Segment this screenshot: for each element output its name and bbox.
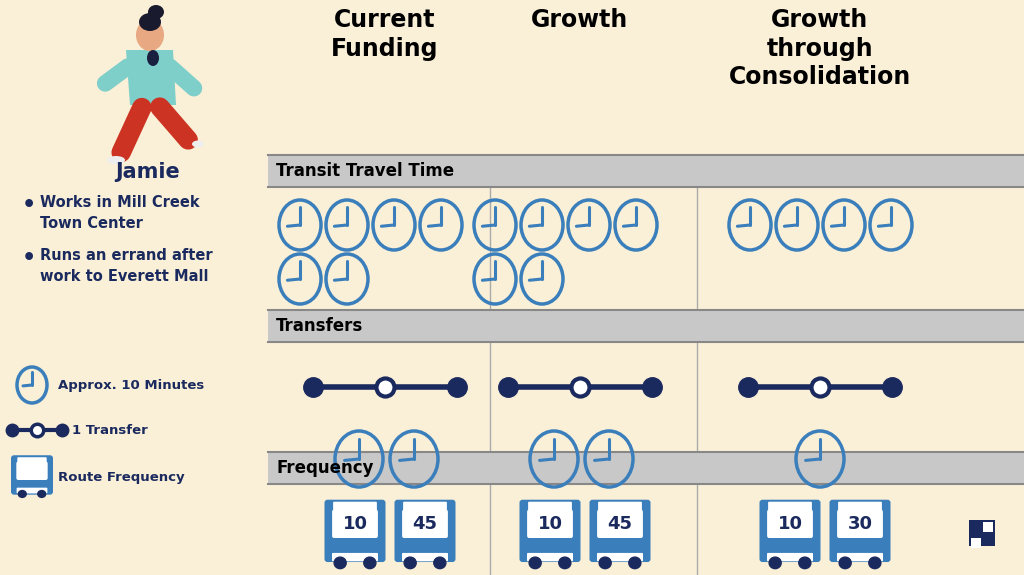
FancyBboxPatch shape	[838, 502, 882, 513]
Ellipse shape	[868, 557, 881, 569]
FancyBboxPatch shape	[519, 500, 581, 562]
Text: Growth
through
Consolidation: Growth through Consolidation	[729, 8, 911, 90]
Text: Transfers: Transfers	[276, 317, 364, 335]
FancyBboxPatch shape	[268, 452, 1024, 484]
Text: Works in Mill Creek
Town Center: Works in Mill Creek Town Center	[40, 195, 200, 231]
Ellipse shape	[148, 5, 164, 19]
FancyBboxPatch shape	[837, 553, 883, 561]
FancyBboxPatch shape	[829, 500, 891, 562]
FancyBboxPatch shape	[768, 502, 812, 513]
Ellipse shape	[334, 557, 346, 569]
FancyBboxPatch shape	[16, 488, 47, 493]
Ellipse shape	[147, 50, 159, 66]
FancyBboxPatch shape	[760, 500, 820, 562]
FancyBboxPatch shape	[16, 462, 48, 480]
Text: Runs an errand after
work to Everett Mall: Runs an errand after work to Everett Mal…	[40, 248, 213, 284]
FancyBboxPatch shape	[403, 502, 446, 513]
FancyArrowPatch shape	[160, 107, 188, 140]
Text: •: •	[22, 248, 36, 268]
Text: •: •	[22, 195, 36, 215]
Ellipse shape	[136, 19, 164, 51]
Text: 10: 10	[777, 515, 803, 533]
Ellipse shape	[139, 13, 161, 31]
FancyArrowPatch shape	[105, 67, 128, 83]
Text: 45: 45	[413, 515, 437, 533]
Ellipse shape	[559, 557, 571, 569]
FancyArrowPatch shape	[170, 67, 194, 88]
Ellipse shape	[599, 557, 611, 569]
Text: Frequency: Frequency	[276, 459, 374, 477]
Text: Current
Funding: Current Funding	[331, 8, 438, 61]
FancyBboxPatch shape	[332, 553, 378, 561]
Polygon shape	[126, 50, 176, 105]
FancyBboxPatch shape	[969, 520, 995, 546]
Text: Approx. 10 Minutes: Approx. 10 Minutes	[58, 378, 204, 392]
FancyBboxPatch shape	[597, 553, 643, 561]
FancyBboxPatch shape	[268, 310, 1024, 342]
FancyBboxPatch shape	[767, 509, 813, 538]
Text: Jamie: Jamie	[116, 162, 180, 182]
FancyBboxPatch shape	[597, 509, 643, 538]
FancyBboxPatch shape	[268, 155, 1024, 187]
FancyBboxPatch shape	[333, 502, 377, 513]
FancyArrowPatch shape	[121, 108, 142, 152]
FancyBboxPatch shape	[767, 553, 813, 561]
Ellipse shape	[106, 156, 125, 164]
FancyBboxPatch shape	[528, 502, 571, 513]
Text: Transit Travel Time: Transit Travel Time	[276, 162, 454, 180]
Text: 30: 30	[848, 515, 872, 533]
FancyBboxPatch shape	[402, 509, 447, 538]
FancyBboxPatch shape	[971, 538, 981, 548]
Ellipse shape	[799, 557, 811, 569]
Ellipse shape	[18, 490, 27, 497]
FancyBboxPatch shape	[402, 553, 449, 561]
Text: Growth: Growth	[531, 8, 629, 32]
Text: 1 Transfer: 1 Transfer	[72, 424, 147, 436]
FancyBboxPatch shape	[590, 500, 650, 562]
FancyBboxPatch shape	[527, 509, 572, 538]
FancyBboxPatch shape	[394, 500, 456, 562]
Text: 10: 10	[342, 515, 368, 533]
FancyBboxPatch shape	[11, 455, 53, 494]
Text: Route Frequency: Route Frequency	[58, 472, 184, 485]
FancyBboxPatch shape	[837, 509, 883, 538]
Ellipse shape	[364, 557, 376, 569]
Text: 45: 45	[607, 515, 633, 533]
FancyBboxPatch shape	[332, 509, 378, 538]
FancyBboxPatch shape	[983, 522, 993, 532]
FancyBboxPatch shape	[527, 553, 573, 561]
Ellipse shape	[434, 557, 445, 569]
Ellipse shape	[629, 557, 641, 569]
Ellipse shape	[529, 557, 542, 569]
FancyBboxPatch shape	[598, 502, 642, 513]
FancyBboxPatch shape	[325, 500, 385, 562]
FancyBboxPatch shape	[17, 457, 47, 465]
Ellipse shape	[839, 557, 851, 569]
Ellipse shape	[404, 557, 416, 569]
Text: 10: 10	[538, 515, 562, 533]
Ellipse shape	[38, 490, 46, 497]
Ellipse shape	[193, 140, 204, 148]
Ellipse shape	[769, 557, 781, 569]
